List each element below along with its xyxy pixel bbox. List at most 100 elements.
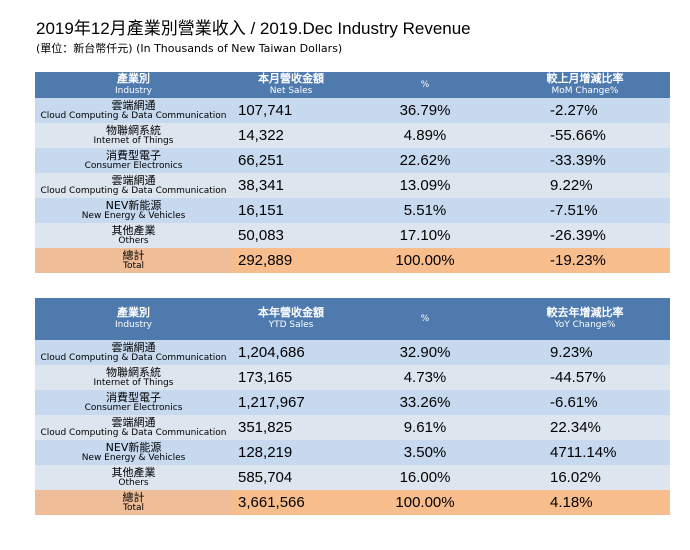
sales-cell: 585,704 xyxy=(232,465,350,490)
header-en: Net Sales xyxy=(269,86,313,96)
table-row: 消費型電子 Consumer Electronics 66,251 22.62% … xyxy=(35,148,670,173)
sales-cell: 107,741 xyxy=(232,98,350,123)
table-row: NEV新能源 New Energy & Vehicles 16,151 5.51%… xyxy=(35,198,670,223)
industry-zh: 雲端網通 xyxy=(111,173,156,187)
industry-en: Others xyxy=(118,477,149,488)
industry-en: Consumer Electronics xyxy=(84,402,183,413)
column-header: 本月營收金額 Net Sales xyxy=(232,72,350,98)
header-en: Industry xyxy=(114,320,153,330)
header-zh: 較去年增減比率 xyxy=(546,306,624,319)
industry-cell: 消費型電子 Consumer Electronics xyxy=(35,390,232,415)
percent-cell: 4.89% xyxy=(350,123,500,148)
industry-zh: NEV新能源 xyxy=(105,440,162,454)
total-row: 總計 Total 3,661,566 100.00% 4.18% xyxy=(35,490,670,515)
industry-zh: 其他產業 xyxy=(111,223,156,237)
percent-cell: 22.62% xyxy=(350,148,500,173)
table-row: 雲端網通 Cloud Computing & Data Communication… xyxy=(35,340,670,365)
column-header: 本年營收金額 YTD Sales xyxy=(232,298,350,340)
table-row: 物聯網系統 Internet of Things 173,165 4.73% -4… xyxy=(35,365,670,390)
unit-note: (單位：新台幣仟元) (In Thousands of New Taiwan D… xyxy=(36,42,343,55)
industry-cell: 總計 Total xyxy=(35,248,232,273)
percent-cell: 36.79% xyxy=(350,98,500,123)
percent-cell: 100.00% xyxy=(350,490,500,515)
industry-en: Cloud Computing & Data Communication xyxy=(40,110,227,121)
sales-cell: 16,151 xyxy=(232,198,350,223)
change-cell: -33.39% xyxy=(500,148,670,173)
industry-cell: 雲端網通 Cloud Computing & Data Communication xyxy=(35,98,232,123)
industry-cell: 其他產業 Others xyxy=(35,223,232,248)
percent-cell: 13.09% xyxy=(350,173,500,198)
industry-cell: 消費型電子 Consumer Electronics xyxy=(35,148,232,173)
industry-zh: 總計 xyxy=(122,248,145,262)
industry-zh: 雲端網通 xyxy=(111,415,156,429)
industry-cell: 物聯網系統 Internet of Things xyxy=(35,123,232,148)
percent-cell: 33.26% xyxy=(350,390,500,415)
industry-en: Cloud Computing & Data Communication xyxy=(40,352,227,363)
sales-cell: 1,217,967 xyxy=(232,390,350,415)
header-zh: 本月營收金額 xyxy=(258,72,324,85)
industry-zh: 消費型電子 xyxy=(106,148,161,162)
percent-cell: 4.73% xyxy=(350,365,500,390)
table-row: NEV新能源 New Energy & Vehicles 128,219 3.50… xyxy=(35,440,670,465)
table-row: 其他產業 Others 50,083 17.10% -26.39% xyxy=(35,223,670,248)
column-header: 產業別 Industry xyxy=(35,298,232,340)
header-en: YTD Sales xyxy=(268,320,314,330)
change-cell: -19.23% xyxy=(500,248,670,273)
table-row: 雲端網通 Cloud Computing & Data Communication… xyxy=(35,173,670,198)
industry-en: Cloud Computing & Data Communication xyxy=(40,185,227,196)
change-cell: 9.22% xyxy=(500,173,670,198)
total-row: 總計 Total 292,889 100.00% -19.23% xyxy=(35,248,670,273)
percent-cell: 5.51% xyxy=(350,198,500,223)
header-en: % xyxy=(420,80,430,90)
industry-cell: 其他產業 Others xyxy=(35,465,232,490)
column-header: % xyxy=(350,298,500,340)
industry-zh: 雲端網通 xyxy=(111,340,156,354)
industry-zh: NEV新能源 xyxy=(105,198,162,212)
percent-cell: 3.50% xyxy=(350,440,500,465)
percent-cell: 9.61% xyxy=(350,415,500,440)
monthly-revenue-table: 產業別 Industry 本月營收金額 Net Sales% 較上月增減比率 MoM Ch… xyxy=(35,72,670,273)
table-row: 雲端網通 Cloud Computing & Data Communication… xyxy=(35,415,670,440)
industry-cell: 雲端網通 Cloud Computing & Data Communication xyxy=(35,415,232,440)
change-cell: -44.57% xyxy=(500,365,670,390)
header-en: % xyxy=(420,314,430,324)
industry-zh: 總計 xyxy=(122,490,145,504)
industry-cell: 雲端網通 Cloud Computing & Data Communication xyxy=(35,173,232,198)
change-cell: 9.23% xyxy=(500,340,670,365)
industry-zh: 物聯網系統 xyxy=(106,123,161,137)
industry-cell: NEV新能源 New Energy & Vehicles xyxy=(35,198,232,223)
percent-cell: 16.00% xyxy=(350,465,500,490)
header-row: 產業別 Industry 本月營收金額 Net Sales% 較上月增減比率 MoM Ch… xyxy=(35,72,670,98)
table-row: 物聯網系統 Internet of Things 14,322 4.89% -55… xyxy=(35,123,670,148)
page-title: 2019年12月產業別營業收入 / 2019.Dec Industry Reve… xyxy=(36,19,471,38)
table-row: 雲端網通 Cloud Computing & Data Communication… xyxy=(35,98,670,123)
percent-cell: 100.00% xyxy=(350,248,500,273)
change-cell: -55.66% xyxy=(500,123,670,148)
industry-en: Cloud Computing & Data Communication xyxy=(40,427,227,438)
percent-cell: 32.90% xyxy=(350,340,500,365)
change-cell: 16.02% xyxy=(500,465,670,490)
industry-en: Others xyxy=(118,235,149,246)
column-header: 較上月增減比率 MoM Change% xyxy=(500,72,670,98)
sales-cell: 50,083 xyxy=(232,223,350,248)
change-cell: -7.51% xyxy=(500,198,670,223)
industry-cell: 總計 Total xyxy=(35,490,232,515)
column-header: 產業別 Industry xyxy=(35,72,232,98)
change-cell: 4.18% xyxy=(500,490,670,515)
industry-zh: 消費型電子 xyxy=(106,390,161,404)
change-cell: 22.34% xyxy=(500,415,670,440)
industry-zh: 物聯網系統 xyxy=(106,365,161,379)
sales-cell: 351,825 xyxy=(232,415,350,440)
header-zh: 本年營收金額 xyxy=(258,306,324,319)
industry-en: New Energy & Vehicles xyxy=(81,210,186,221)
column-header: 較去年增減比率 YoY Change% xyxy=(500,298,670,340)
industry-en: New Energy & Vehicles xyxy=(81,452,186,463)
header-zh: 較上月增減比率 xyxy=(546,72,624,85)
industry-en: Total xyxy=(122,502,145,513)
header-en: MoM Change% xyxy=(551,86,619,96)
industry-cell: 物聯網系統 Internet of Things xyxy=(35,365,232,390)
header-zh: 產業別 xyxy=(117,306,150,319)
industry-en: Internet of Things xyxy=(93,377,174,388)
header-zh: 產業別 xyxy=(117,72,150,85)
sales-cell: 1,204,686 xyxy=(232,340,350,365)
